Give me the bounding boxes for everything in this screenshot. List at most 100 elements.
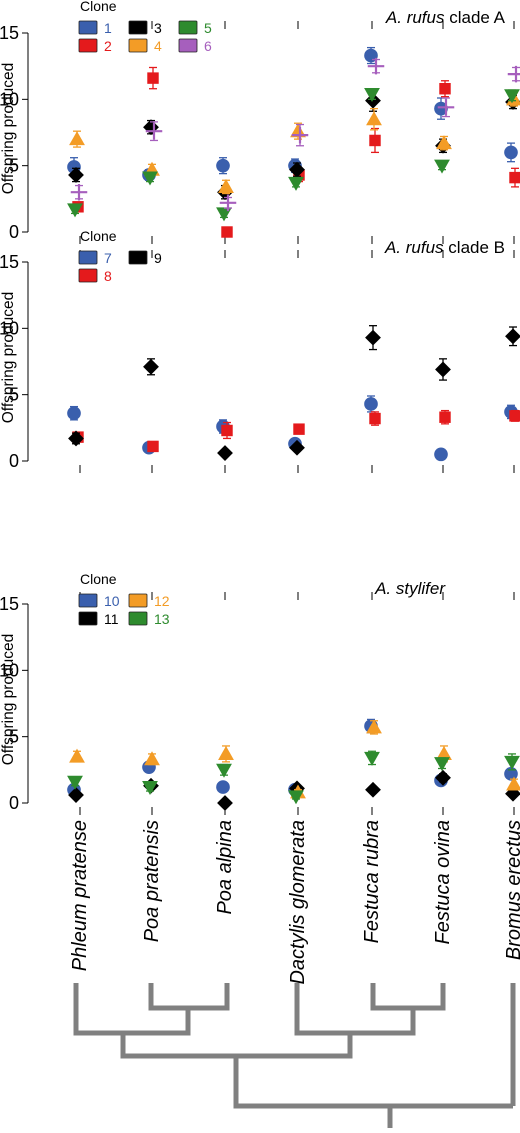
legend-label: 12 bbox=[154, 593, 170, 609]
panel-title: A. stylifer bbox=[374, 579, 446, 598]
data-point bbox=[221, 424, 233, 437]
legend-swatch bbox=[128, 250, 148, 265]
data-point bbox=[439, 83, 451, 95]
x-category-label: Bromus erectus bbox=[503, 820, 520, 960]
legend-swatch bbox=[78, 593, 98, 608]
data-point bbox=[435, 769, 451, 786]
data-point bbox=[366, 111, 382, 126]
legend: Clone 10 11 12 13 bbox=[78, 571, 170, 627]
data-point bbox=[434, 447, 448, 462]
legend-swatch bbox=[128, 20, 148, 35]
data-point bbox=[369, 412, 381, 425]
data-point bbox=[364, 751, 380, 766]
legend-swatch bbox=[128, 38, 148, 53]
y-tick-label: 0 bbox=[9, 451, 19, 471]
data-point bbox=[365, 92, 381, 109]
y-tick-label: 0 bbox=[9, 793, 19, 813]
legend-label: 9 bbox=[154, 250, 162, 266]
data-point bbox=[293, 423, 305, 435]
y-axis-label: Offspring produced bbox=[0, 634, 17, 766]
series-6 bbox=[70, 57, 520, 212]
data-point bbox=[147, 72, 159, 84]
series-5 bbox=[67, 87, 520, 222]
data-point bbox=[504, 89, 520, 104]
legend: Clone 1 2 3 4 5 6 bbox=[78, 0, 212, 54]
panel-title: A. rufus clade B bbox=[384, 238, 505, 257]
legend-label: 6 bbox=[204, 38, 212, 54]
legend-swatch bbox=[78, 268, 98, 283]
data-point bbox=[365, 781, 381, 798]
series-9 bbox=[68, 325, 520, 461]
y-tick-label: 5 bbox=[9, 156, 19, 176]
data-point bbox=[216, 780, 230, 794]
y-tick-label: 15 bbox=[0, 252, 19, 272]
legend-label: 7 bbox=[104, 250, 112, 266]
data-point bbox=[67, 203, 83, 218]
data-point bbox=[145, 122, 163, 140]
x-category-label: Poa alpina bbox=[214, 820, 236, 915]
y-axis-label: Offspring produced bbox=[0, 292, 17, 424]
data-point bbox=[219, 194, 237, 212]
data-point bbox=[434, 757, 450, 772]
legend-swatch bbox=[78, 38, 98, 53]
data-point bbox=[216, 207, 232, 222]
data-point bbox=[437, 99, 455, 116]
series-13 bbox=[67, 750, 520, 805]
data-point bbox=[288, 176, 304, 191]
data-point bbox=[67, 406, 81, 421]
data-point bbox=[143, 358, 159, 375]
data-point bbox=[289, 439, 305, 456]
data-point bbox=[221, 226, 233, 238]
x-category-label: Festuca rubra bbox=[361, 820, 383, 943]
data-point bbox=[367, 57, 385, 75]
data-point bbox=[434, 101, 448, 116]
data-point bbox=[439, 411, 451, 423]
dendrogram-branch bbox=[73, 983, 191, 1036]
data-point bbox=[364, 87, 380, 102]
legend-label: 2 bbox=[104, 38, 112, 54]
data-point bbox=[506, 776, 520, 791]
series-2 bbox=[72, 66, 520, 238]
panel-2: 0 5 10 15 Offspring produced A. rufus clade B… bbox=[0, 228, 520, 473]
data-point bbox=[68, 430, 84, 447]
y-tick-label: 5 bbox=[9, 727, 19, 747]
legend-title: Clone bbox=[80, 228, 117, 244]
data-point bbox=[364, 397, 378, 411]
series-1 bbox=[67, 46, 518, 182]
data-point bbox=[365, 329, 381, 346]
data-point bbox=[70, 183, 88, 201]
dendrogram-branch bbox=[294, 983, 416, 1036]
y-tick-label: 0 bbox=[9, 222, 19, 242]
y-tick-label: 15 bbox=[0, 594, 19, 614]
y-tick-label: 5 bbox=[9, 385, 19, 405]
data-point bbox=[142, 781, 158, 795]
data-point bbox=[216, 763, 232, 778]
data-point bbox=[218, 745, 234, 760]
panel-title: A. rufus clade A bbox=[385, 8, 506, 27]
y-axis-label: Offspring produced bbox=[0, 63, 17, 195]
data-point bbox=[434, 159, 450, 174]
data-point bbox=[435, 361, 451, 378]
y-tick-label: 10 bbox=[0, 660, 19, 680]
dendrogram-branch bbox=[148, 983, 230, 1011]
y-tick-label: 10 bbox=[0, 318, 19, 338]
legend-label: 8 bbox=[104, 268, 112, 284]
legend-title: Clone bbox=[80, 571, 117, 587]
legend-label: 11 bbox=[104, 611, 119, 627]
data-point bbox=[291, 126, 309, 144]
legend-swatch bbox=[78, 611, 98, 626]
legend-label: 4 bbox=[154, 38, 162, 54]
data-point bbox=[217, 445, 233, 461]
data-point bbox=[504, 755, 520, 770]
dendrogram-branch bbox=[233, 1056, 513, 1109]
data-point bbox=[217, 795, 233, 811]
x-category-label: Poa pratensis bbox=[141, 820, 163, 942]
data-point bbox=[69, 748, 85, 763]
data-point bbox=[68, 167, 84, 183]
data-point bbox=[436, 745, 452, 760]
legend-swatch bbox=[128, 593, 148, 608]
data-point bbox=[142, 171, 158, 186]
